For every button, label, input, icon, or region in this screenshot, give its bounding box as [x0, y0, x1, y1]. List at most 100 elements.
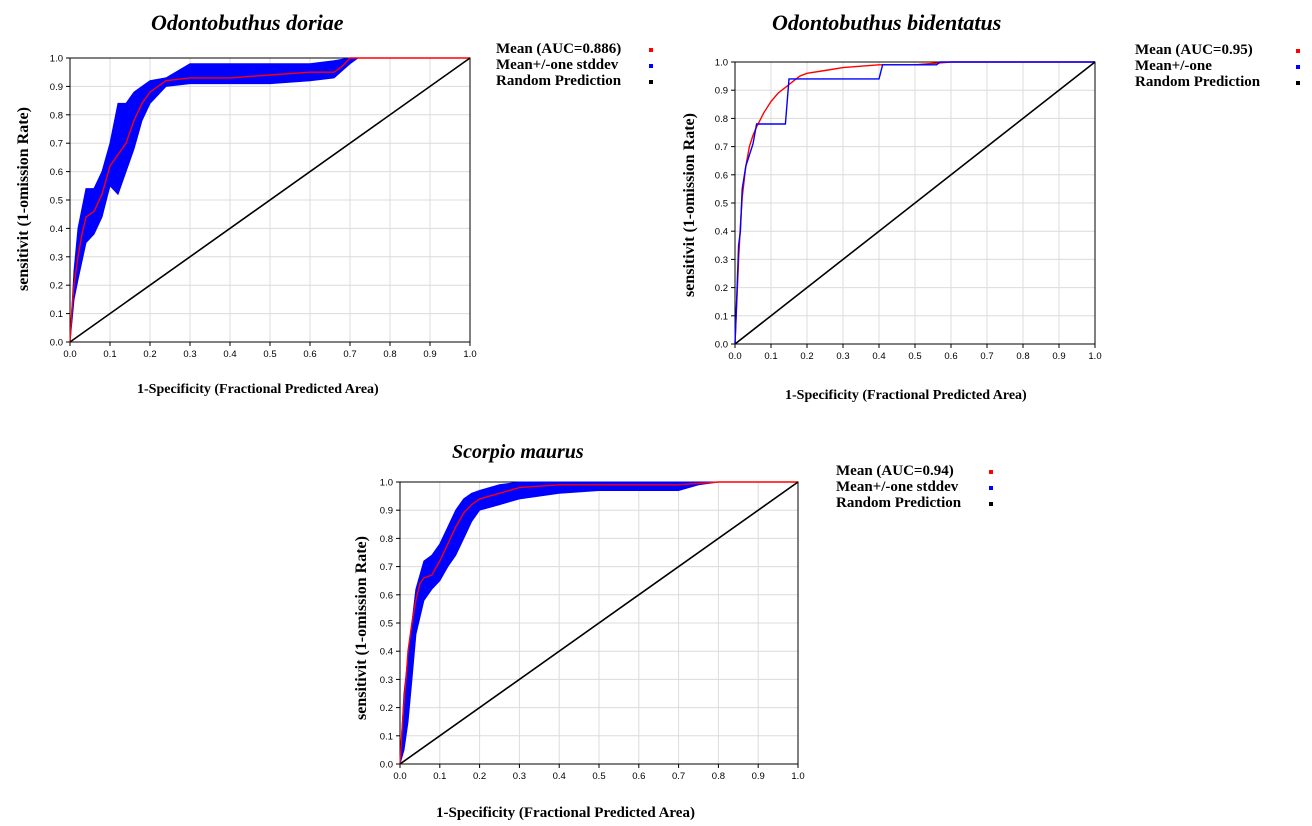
- y-tick-label: 0.4: [380, 647, 393, 658]
- legend-label: Random Prediction: [496, 73, 622, 89]
- plot-frame: [734, 61, 1096, 345]
- y-tick-label: 0.7: [380, 562, 393, 573]
- legend-label: Mean+/-one stddev: [496, 57, 619, 73]
- chart-3-legend-random: Random Prediction: [836, 495, 993, 511]
- y-tick-label: 0.9: [50, 82, 63, 93]
- legend-label: Random Prediction: [1135, 74, 1261, 90]
- x-tick-label: 0.3: [183, 349, 196, 360]
- x-tick-label: 0.4: [223, 349, 236, 360]
- chart-3-plot: 0.0 0.1 0.2 0.3 0.4 0.5 0.6 0.7 0.8 0.9 1.0 0.0 0.1 0…: [380, 478, 805, 783]
- y-tick-label: 0.5: [50, 196, 63, 207]
- y-tick-label: 0.0: [50, 338, 63, 349]
- y-tick-label: 0.2: [715, 283, 728, 294]
- mean-roc-line: [399, 481, 798, 765]
- x-tick-label: 0.9: [423, 349, 436, 360]
- y-tick-label: 1.0: [715, 58, 728, 69]
- legend-swatch-mean: [989, 470, 993, 474]
- x-tick-label: 0.6: [944, 351, 957, 362]
- chart-3-legend: Mean (AUC=0.94) Mean+/-one stddev Random…: [836, 463, 993, 511]
- chart-1-title: Odontobuthus doriae: [151, 10, 344, 35]
- legend-label: Mean+/-one: [1135, 58, 1212, 74]
- x-tick-label: 0.3: [513, 771, 526, 782]
- y-tick-label: 1.0: [380, 478, 393, 489]
- x-tick-label: 0.7: [980, 351, 993, 362]
- y-tick-label: 0.6: [715, 170, 728, 181]
- x-tick-label: 0.4: [553, 771, 566, 782]
- x-tick-label: 1.0: [1088, 351, 1101, 362]
- chart-3-legend-stddev: Mean+/-one stddev: [836, 479, 993, 495]
- x-tick-label: 0.5: [263, 349, 276, 360]
- legend-swatch-stddev: [1296, 65, 1300, 69]
- x-tick-label: 1.0: [791, 771, 804, 782]
- x-tick-label: 0.2: [143, 349, 156, 360]
- x-tick-label: 0.0: [393, 771, 406, 782]
- chart-3-x-axis-label: 1-Specificity (Fractional Predicted Area…: [436, 805, 695, 821]
- y-tick-label: 0.9: [715, 86, 728, 97]
- mean-roc-line: [69, 57, 470, 343]
- x-tick-label: 1.0: [463, 349, 476, 360]
- plot-frame: [69, 57, 471, 343]
- x-tick-label: 0.7: [343, 349, 356, 360]
- y-tick-label: 0.8: [715, 114, 728, 125]
- legend-label: Mean (AUC=0.886): [496, 41, 622, 57]
- y-tick-label: 0.5: [380, 619, 393, 630]
- chart-1-x-axis-label: 1-Specificity (Fractional Predicted Area…: [137, 382, 379, 397]
- x-tick-label: 0.6: [303, 349, 316, 360]
- x-tick-label: 0.0: [63, 349, 76, 360]
- x-tick-label: 0.7: [672, 771, 685, 782]
- y-tick-label: 0.2: [50, 281, 63, 292]
- y-tick-label: 0.3: [50, 252, 63, 263]
- x-tick-label: 0.2: [800, 351, 813, 362]
- stddev-band: [69, 57, 470, 343]
- chart-1-legend-stddev: Mean+/-one stddev: [496, 57, 653, 73]
- y-tick-label: 0.7: [50, 139, 63, 150]
- y-tick-label: 0.0: [715, 340, 728, 351]
- random-prediction-line: [399, 481, 799, 765]
- legend-swatch-random: [1296, 81, 1300, 85]
- y-tick-label: 0.8: [50, 110, 63, 121]
- y-tick-label: 0.0: [380, 760, 393, 771]
- y-tick-label: 1.0: [50, 54, 63, 65]
- y-tick-label: 0.8: [380, 534, 393, 545]
- x-tick-label: 0.1: [103, 349, 116, 360]
- stddev-band: [399, 481, 798, 765]
- x-tick-label: 0.6: [632, 771, 645, 782]
- y-tick-label: 0.5: [715, 199, 728, 210]
- y-tick-label: 0.9: [380, 506, 393, 517]
- chart-2-legend-stddev: Mean+/-one: [1135, 58, 1300, 74]
- x-tick-label: 0.9: [752, 771, 765, 782]
- x-tick-label: 0.4: [872, 351, 885, 362]
- x-tick-label: 0.0: [728, 351, 741, 362]
- legend-label: Mean (AUC=0.94): [836, 463, 954, 479]
- chart-2-legend-mean: Mean (AUC=0.95): [1135, 42, 1300, 58]
- x-tick-label: 0.2: [473, 771, 486, 782]
- chart-3-y-axis-label: sensitivit (1-omission Rate): [353, 536, 370, 720]
- x-tick-label: 0.8: [383, 349, 396, 360]
- random-prediction-line: [734, 61, 1096, 345]
- x-tick-label: 0.8: [1016, 351, 1029, 362]
- stddev-roc-line: [734, 61, 1095, 345]
- chart-2-legend: Mean (AUC=0.95) Mean+/-one Random Predic…: [1135, 42, 1300, 90]
- chart-1-legend-mean: Mean (AUC=0.886): [496, 41, 653, 57]
- legend-swatch-stddev: [989, 486, 993, 490]
- legend-label: Random Prediction: [836, 495, 962, 511]
- x-tick-label: 0.1: [433, 771, 446, 782]
- chart-2-y-axis-label: sensitivit (1-omission Rate): [681, 113, 698, 297]
- legend-swatch-mean: [1296, 49, 1300, 53]
- y-tick-label: 0.1: [380, 731, 393, 742]
- chart-3-title: Scorpio maurus: [452, 441, 584, 463]
- y-tick-label: 0.6: [50, 167, 63, 178]
- chart-1-legend-random: Random Prediction: [496, 73, 653, 89]
- x-tick-label: 0.1: [764, 351, 777, 362]
- chart-2-x-axis-label: 1-Specificity (Fractional Predicted Area…: [785, 388, 1027, 403]
- chart-2-legend-random: Random Prediction: [1135, 74, 1300, 90]
- legend-label: Mean (AUC=0.95): [1135, 42, 1253, 58]
- x-tick-label: 0.9: [1052, 351, 1065, 362]
- x-tick-label: 0.5: [592, 771, 605, 782]
- y-tick-label: 0.3: [715, 255, 728, 266]
- y-tick-label: 0.4: [50, 224, 63, 235]
- y-tick-label: 0.6: [380, 590, 393, 601]
- random-prediction-line: [69, 57, 471, 343]
- y-tick-label: 0.4: [715, 227, 728, 238]
